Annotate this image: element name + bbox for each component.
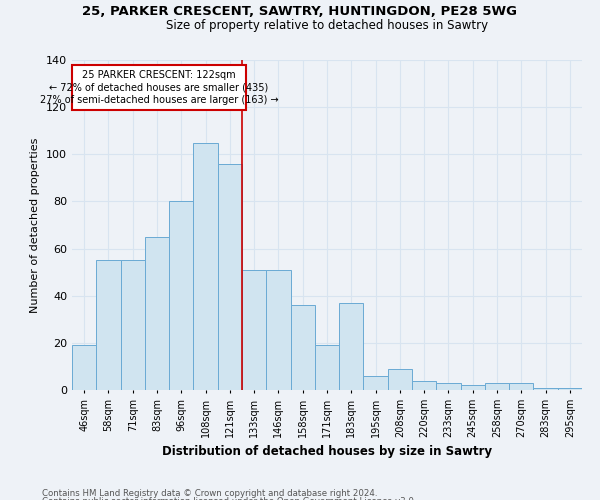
Y-axis label: Number of detached properties: Number of detached properties — [31, 138, 40, 312]
Bar — [412, 380, 436, 390]
Bar — [96, 260, 121, 390]
Text: Contains HM Land Registry data © Crown copyright and database right 2024.: Contains HM Land Registry data © Crown c… — [42, 488, 377, 498]
Bar — [485, 383, 509, 390]
Bar — [509, 383, 533, 390]
Bar — [339, 303, 364, 390]
Bar — [266, 270, 290, 390]
Bar — [533, 388, 558, 390]
Bar — [218, 164, 242, 390]
Text: ← 72% of detached houses are smaller (435): ← 72% of detached houses are smaller (43… — [49, 82, 268, 92]
Bar — [461, 386, 485, 390]
Bar — [364, 376, 388, 390]
Bar — [169, 202, 193, 390]
Text: 25, PARKER CRESCENT, SAWTRY, HUNTINGDON, PE28 5WG: 25, PARKER CRESCENT, SAWTRY, HUNTINGDON,… — [83, 5, 517, 18]
Bar — [145, 237, 169, 390]
Text: Contains public sector information licensed under the Open Government Licence v3: Contains public sector information licen… — [42, 498, 416, 500]
X-axis label: Distribution of detached houses by size in Sawtry: Distribution of detached houses by size … — [162, 446, 492, 458]
Bar — [193, 142, 218, 390]
Bar — [121, 260, 145, 390]
FancyBboxPatch shape — [72, 64, 245, 110]
Bar — [290, 305, 315, 390]
Text: 27% of semi-detached houses are larger (163) →: 27% of semi-detached houses are larger (… — [40, 94, 278, 104]
Text: 25 PARKER CRESCENT: 122sqm: 25 PARKER CRESCENT: 122sqm — [82, 70, 236, 80]
Title: Size of property relative to detached houses in Sawtry: Size of property relative to detached ho… — [166, 20, 488, 32]
Bar — [72, 345, 96, 390]
Bar — [436, 383, 461, 390]
Bar — [558, 388, 582, 390]
Bar — [388, 369, 412, 390]
Bar — [242, 270, 266, 390]
Bar — [315, 345, 339, 390]
